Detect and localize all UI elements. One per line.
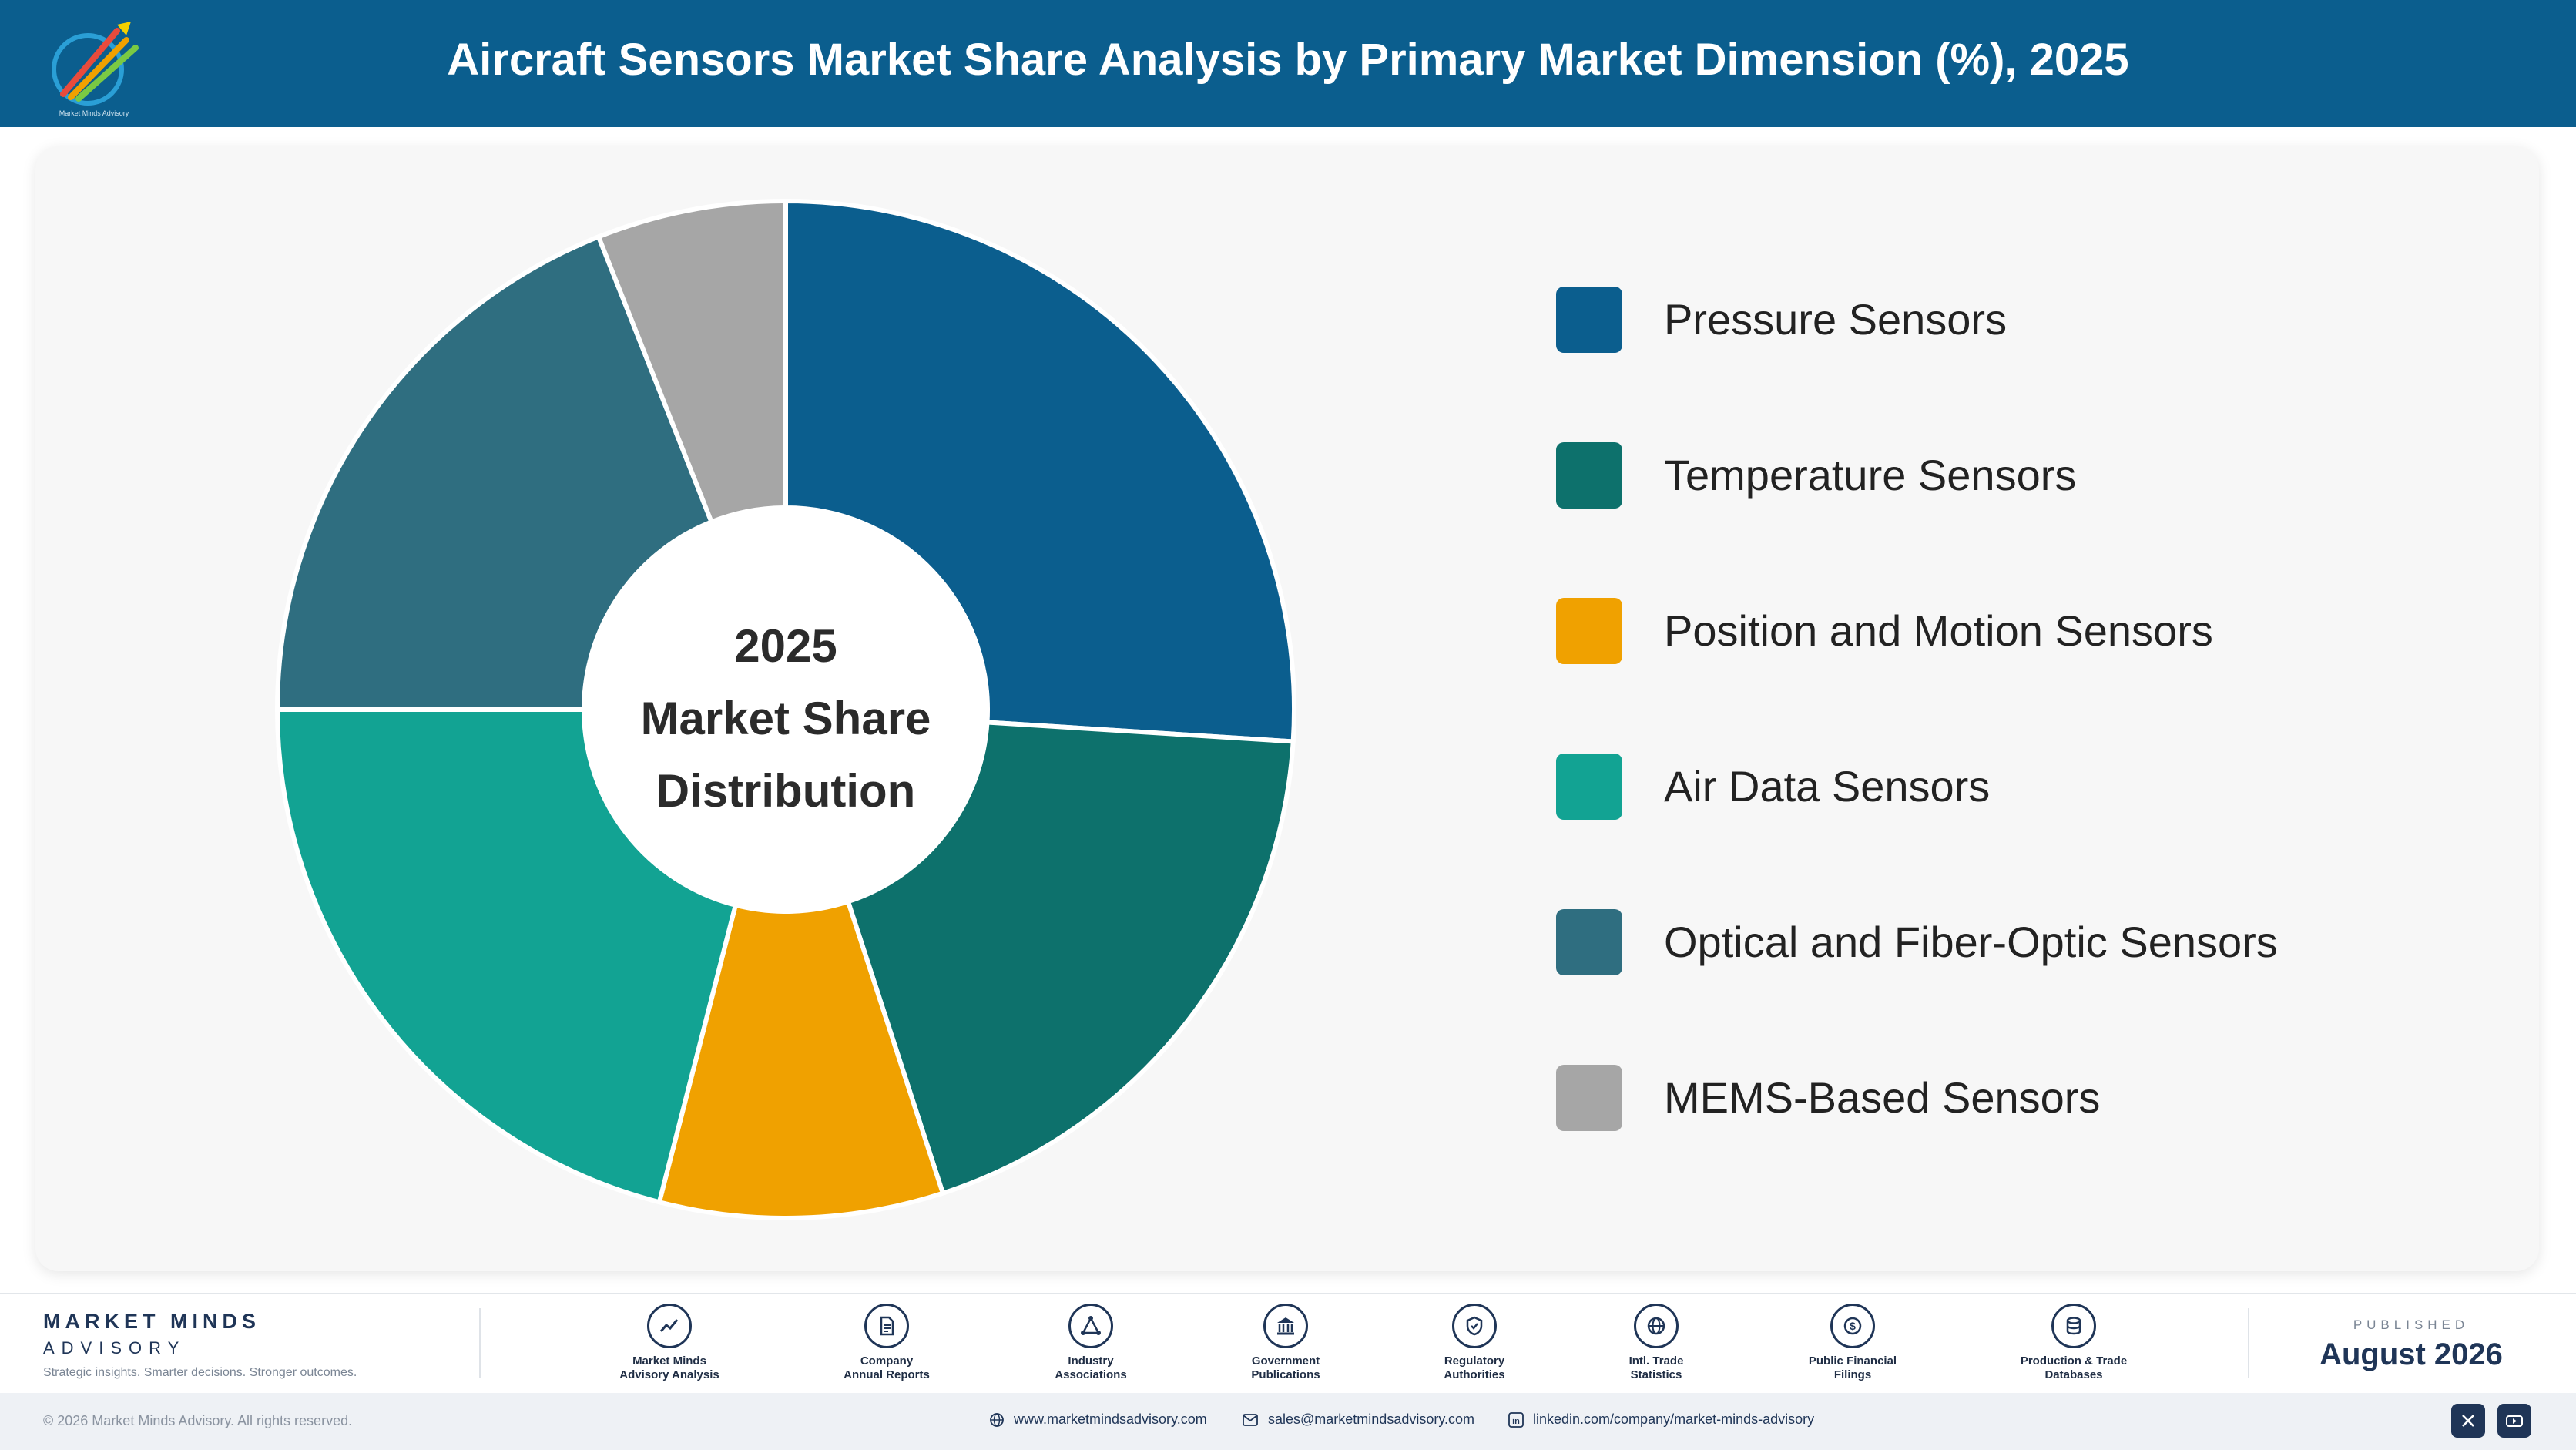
brand-tagline: Strategic insights. Smarter decisions. S… — [43, 1366, 357, 1379]
source-label: Production & Trade — [2020, 1354, 2128, 1368]
website-text: www.marketmindsadvisory.com — [1014, 1411, 1207, 1427]
youtube-social-button[interactable] — [2497, 1404, 2531, 1438]
brand-subtitle: ADVISORY — [43, 1338, 186, 1358]
source-databases: Production & Trade Databases — [1997, 1304, 2151, 1382]
source-label: Publications — [1251, 1368, 1320, 1381]
source-trade-statistics: Intl. Trade Statistics — [1579, 1304, 1733, 1382]
legend-label: Optical and Fiber-Optic Sensors — [1664, 918, 2278, 966]
source-industry-associations: Industry Associations — [1014, 1304, 1168, 1382]
source-label: Advisory Analysis — [619, 1368, 719, 1381]
footer-divider — [0, 1293, 2576, 1294]
shield-icon — [1452, 1304, 1497, 1348]
source-regulatory: Regulatory Authorities — [1397, 1304, 1551, 1382]
linkedin-icon: in — [1508, 1411, 1524, 1428]
government-icon — [1263, 1304, 1308, 1348]
published-label: PUBLISHED — [2353, 1317, 2470, 1332]
source-label: Filings — [1833, 1368, 1872, 1381]
source-label: Authorities — [1444, 1368, 1505, 1381]
page-title: Aircraft Sensors Market Share Analysis b… — [447, 35, 2129, 85]
x-icon — [2462, 1415, 2474, 1427]
bottom-bar — [0, 1393, 2576, 1450]
globe-icon — [1634, 1304, 1679, 1348]
copyright-text: © 2026 Market Minds Advisory. All rights… — [43, 1413, 353, 1428]
chart-line-icon — [647, 1304, 692, 1348]
legend-label: Temperature Sensors — [1664, 451, 2077, 499]
youtube-icon — [2506, 1415, 2523, 1427]
source-government: Government Publications — [1209, 1304, 1363, 1382]
linkedin-link[interactable]: in linkedin.com/company/market-minds-adv… — [1508, 1411, 1814, 1428]
globe-icon — [990, 1412, 1004, 1427]
legend-swatch — [1556, 287, 1622, 353]
legend-swatch — [1556, 909, 1622, 975]
brand-name: MARKET MINDS — [43, 1310, 260, 1333]
source-company-reports: Company Annual Reports — [810, 1304, 964, 1382]
published-date: August 2026 — [2319, 1338, 2503, 1371]
dollar-icon: $ — [1830, 1304, 1875, 1348]
source-label: Databases — [2044, 1368, 2103, 1381]
legend-label: Position and Motion Sensors — [1664, 606, 2213, 655]
source-label: Associations — [1055, 1368, 1127, 1381]
legend-label: MEMS-Based Sensors — [1664, 1073, 2101, 1122]
source-label: Intl. Trade — [1628, 1354, 1684, 1368]
source-label: Market Minds — [632, 1354, 706, 1368]
x-social-button[interactable] — [2451, 1404, 2485, 1438]
email-text: sales@marketmindsadvisory.com — [1268, 1411, 1475, 1427]
legend-swatch — [1556, 598, 1622, 664]
center-label-year: 2025 — [734, 620, 837, 672]
network-icon — [1068, 1304, 1113, 1348]
footer-separator — [479, 1308, 481, 1378]
linkedin-text: linkedin.com/company/market-minds-adviso… — [1533, 1411, 1815, 1427]
document-icon — [864, 1304, 909, 1348]
source-label: Company — [860, 1354, 914, 1368]
source-label: Public Financial — [1808, 1354, 1897, 1368]
header-bar: Market Minds Advisory Aircraft Sensors M… — [0, 0, 2576, 127]
svg-text:$: $ — [1850, 1320, 1856, 1332]
source-label: Regulatory — [1444, 1354, 1505, 1368]
mail-icon — [1243, 1413, 1258, 1426]
source-label: Government — [1251, 1354, 1320, 1368]
source-market-minds: Market Minds Advisory Analysis — [592, 1304, 746, 1382]
source-label: Annual Reports — [844, 1368, 930, 1381]
database-icon — [2051, 1304, 2096, 1348]
legend-label: Air Data Sensors — [1664, 762, 1991, 811]
svg-text:in: in — [1512, 1417, 1520, 1426]
source-label: Statistics — [1630, 1368, 1682, 1381]
legend-label: Pressure Sensors — [1664, 295, 2007, 344]
legend-swatch — [1556, 754, 1622, 820]
email-link[interactable]: sales@marketmindsadvisory.com — [1242, 1411, 1474, 1428]
source-label: Industry — [1068, 1354, 1114, 1368]
center-label-line2: Market Share — [640, 693, 931, 744]
footer-brand: MARKET MINDS ADVISORY Strategic insights… — [43, 1310, 475, 1380]
center-label-line3: Distribution — [656, 765, 916, 817]
legend-swatch — [1556, 442, 1622, 509]
svg-text:Market Minds Advisory: Market Minds Advisory — [59, 109, 129, 117]
website-link[interactable]: www.marketmindsadvisory.com — [989, 1411, 1207, 1428]
company-logo: Market Minds Advisory — [52, 22, 139, 117]
footer-separator — [2248, 1308, 2249, 1378]
legend-swatch — [1556, 1065, 1622, 1131]
published-block: PUBLISHED August 2026 — [2280, 1317, 2542, 1372]
source-financial-filings: $ Public Financial Filings — [1776, 1304, 1930, 1382]
